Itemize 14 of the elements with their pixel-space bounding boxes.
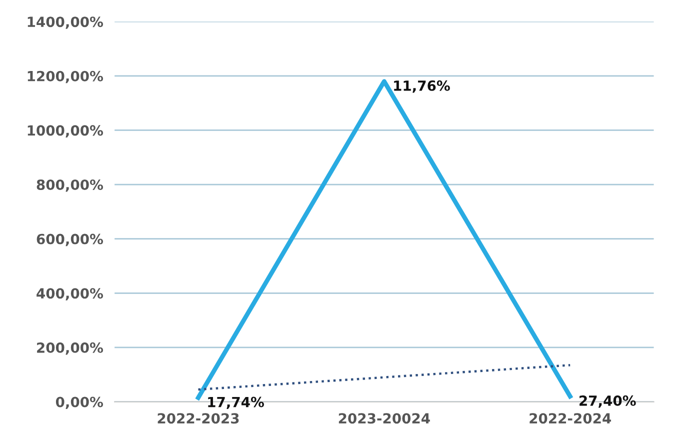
y-tick-label: 1200,00% [28,70,104,84]
x-tick-label: 2022-2023 [158,413,239,424]
y-tick-label: 200,00% [37,342,104,355]
annotation: 11,76% [394,80,450,93]
y-tick-label: 800,00% [36,179,104,192]
y-tick-label: 400,00% [36,288,104,300]
annotation: 17,74% [208,396,264,410]
y-tick-label: 600,00% [36,234,104,246]
x-tick-label: 2023-20024 [338,413,430,424]
x-tick-label: 2022-2024 [530,413,612,424]
y-tick-label: 0,00% [56,396,104,410]
y-tick-label: 1000,00% [28,125,104,138]
annotation: 27,40% [580,395,636,408]
y-tick-label: 1400,00% [28,16,104,29]
